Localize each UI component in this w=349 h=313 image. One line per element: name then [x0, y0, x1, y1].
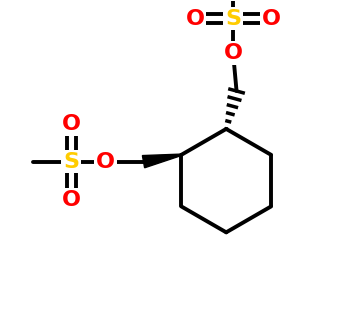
Text: S: S: [63, 152, 79, 172]
Text: S: S: [225, 9, 241, 28]
Text: O: O: [62, 114, 81, 134]
Text: O: O: [186, 9, 205, 28]
Text: O: O: [62, 190, 81, 210]
Text: O: O: [261, 9, 281, 28]
Text: O: O: [96, 152, 115, 172]
Polygon shape: [142, 154, 181, 168]
Text: O: O: [224, 43, 243, 63]
